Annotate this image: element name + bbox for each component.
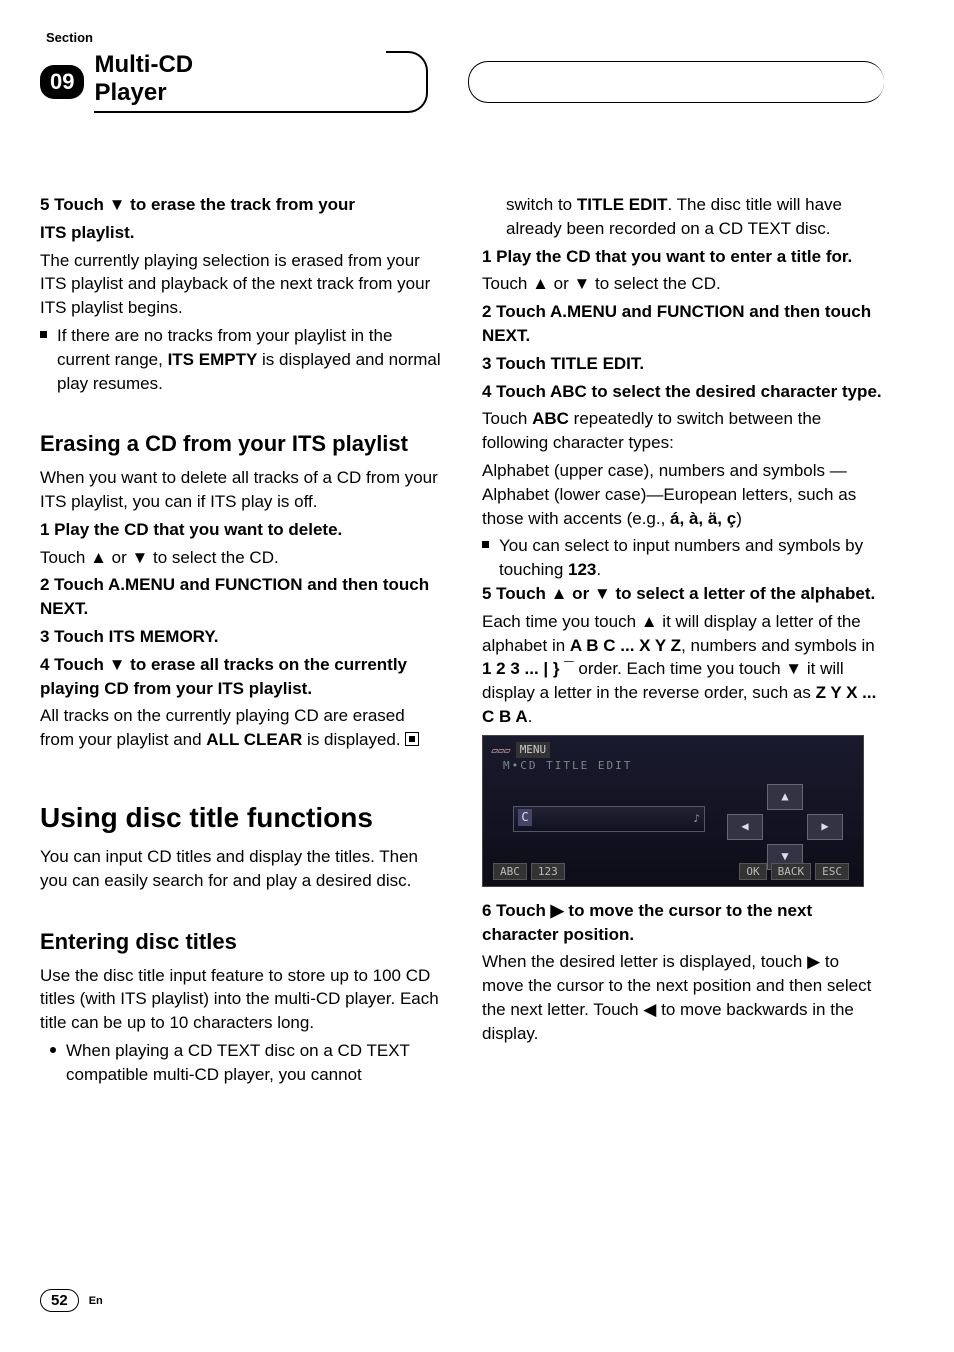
entering-bullet: When playing a CD TEXT disc on a CD TEXT… [40, 1039, 442, 1087]
step-5-note-bold: ITS EMPTY [168, 350, 258, 369]
title-step-4-body2: Alphabet (upper case), numbers and symbo… [482, 459, 884, 530]
erase-step-4-head: 4 Touch ▼ to erase all tracks on the cur… [40, 653, 442, 701]
cont-bold: TITLE EDIT [577, 195, 668, 214]
erase-step-4-body: All tracks on the currently playing CD a… [40, 704, 442, 752]
cont-a: switch to [506, 195, 577, 214]
r5-d: . [528, 707, 533, 726]
r4-bullet-b: . [596, 560, 601, 579]
erasing-intro: When you want to delete all tracks of a … [40, 466, 442, 514]
using-intro: You can input CD titles and display the … [40, 845, 442, 893]
page-number: 52 [40, 1289, 79, 1312]
r4-bullet-a: You can select to input numbers and symb… [499, 536, 863, 579]
header-blank-pill [468, 61, 884, 103]
end-section-icon [405, 732, 419, 746]
r5-b1: A B C ... X Y Z [570, 636, 681, 655]
language-label: En [89, 1295, 103, 1307]
section-number-badge: 09 [40, 65, 84, 99]
screenshot-note-icon: ♪ [693, 811, 700, 826]
erase-step-1-body: Touch ▲ or ▼ to select the CD. [40, 546, 442, 570]
title-step-6-body: When the desired letter is displayed, to… [482, 950, 884, 1045]
screenshot-logo: ▱▱▱ [491, 742, 510, 759]
r5-b2: 1 2 3 ... | } ¯ [482, 659, 574, 678]
r4-bold: ABC [532, 409, 569, 428]
r4-d: ) [736, 509, 742, 528]
title-step-1-body: Touch ▲ or ▼ to select the CD. [482, 272, 884, 296]
right-column: switch to TITLE EDIT. The disc title wil… [482, 193, 884, 1087]
step-5-head-line1: 5 Touch ▼ to erase the track from your [40, 193, 442, 217]
square-bullet-icon [482, 541, 489, 548]
screenshot-dpad: ▲ ◀ ▶ ▼ [727, 784, 843, 870]
erase-step-1-head: 1 Play the CD that you want to delete. [40, 518, 442, 542]
title-step-5-head: 5 Touch ▲ or ▼ to select a letter of the… [482, 582, 884, 606]
square-bullet-icon [40, 331, 47, 338]
title-step-6-head: 6 Touch ▶ to move the cursor to the next… [482, 899, 884, 947]
title-step-4-body: Touch ABC repeatedly to switch between t… [482, 407, 884, 455]
title-step-4-head: 4 Touch ABC to select the desired charac… [482, 380, 884, 404]
erase-step-4-body-bold: ALL CLEAR [206, 730, 302, 749]
dot-bullet-icon [50, 1047, 56, 1053]
screenshot-subtitle: M•CD TITLE EDIT [503, 758, 632, 773]
r5-b: , numbers and symbols in [681, 636, 875, 655]
heading-entering-titles: Entering disc titles [40, 927, 442, 958]
screenshot-input-field: C ♪ [513, 806, 705, 832]
title-step-1-head: 1 Play the CD that you want to enter a t… [482, 245, 884, 269]
title-step-2-head: 2 Touch A.MENU and FUNCTION and then tou… [482, 300, 884, 348]
heading-using-disc-title: Using disc title functions [40, 798, 442, 837]
title-edit-screenshot: ▱▱▱ MENU M•CD TITLE EDIT C ♪ ▲ ◀ ▶ ▼ [482, 735, 864, 887]
title-step-3-head: 3 Touch TITLE EDIT. [482, 352, 884, 376]
screenshot-current-char: C [518, 809, 532, 826]
step-5-note: If there are no tracks from your playlis… [40, 324, 442, 395]
page-footer: 52 En [40, 1289, 103, 1312]
left-column: 5 Touch ▼ to erase the track from your I… [40, 193, 442, 1087]
step-5-head-line2: ITS playlist. [40, 221, 442, 245]
screenshot-abc-button: ABC [493, 863, 527, 880]
entering-intro: Use the disc title input feature to stor… [40, 964, 442, 1035]
erase-step-3-head: 3 Touch ITS MEMORY. [40, 625, 442, 649]
section-label: Section [46, 30, 884, 45]
screenshot-right-button: ▶ [807, 814, 843, 840]
step-5-body: The currently playing selection is erase… [40, 249, 442, 320]
heading-erasing-cd: Erasing a CD from your ITS playlist [40, 429, 442, 460]
erase-step-2-head: 2 Touch A.MENU and FUNCTION and then tou… [40, 573, 442, 621]
screenshot-left-button: ◀ [727, 814, 763, 840]
r4-bullet-bold: 123 [568, 560, 596, 579]
page-title: Multi-CD Player [94, 51, 407, 113]
page-header: 09 Multi-CD Player [40, 51, 884, 113]
erase-step-4-body-b: is displayed. [302, 730, 400, 749]
r4-a: Touch [482, 409, 532, 428]
entering-bullet-text: When playing a CD TEXT disc on a CD TEXT… [66, 1039, 442, 1087]
screenshot-menu-label: MENU [516, 742, 551, 757]
screenshot-back-button: BACK [771, 863, 812, 880]
screenshot-up-button: ▲ [767, 784, 803, 810]
r4-accents: á, à, ä, ç [670, 509, 736, 528]
cont-text: switch to TITLE EDIT. The disc title wil… [506, 193, 884, 241]
screenshot-esc-button: ESC [815, 863, 849, 880]
screenshot-123-button: 123 [531, 863, 565, 880]
title-step-5-body: Each time you touch ▲ it will display a … [482, 610, 884, 729]
screenshot-ok-button: OK [739, 863, 766, 880]
title-step-4-note: You can select to input numbers and symb… [482, 534, 884, 582]
